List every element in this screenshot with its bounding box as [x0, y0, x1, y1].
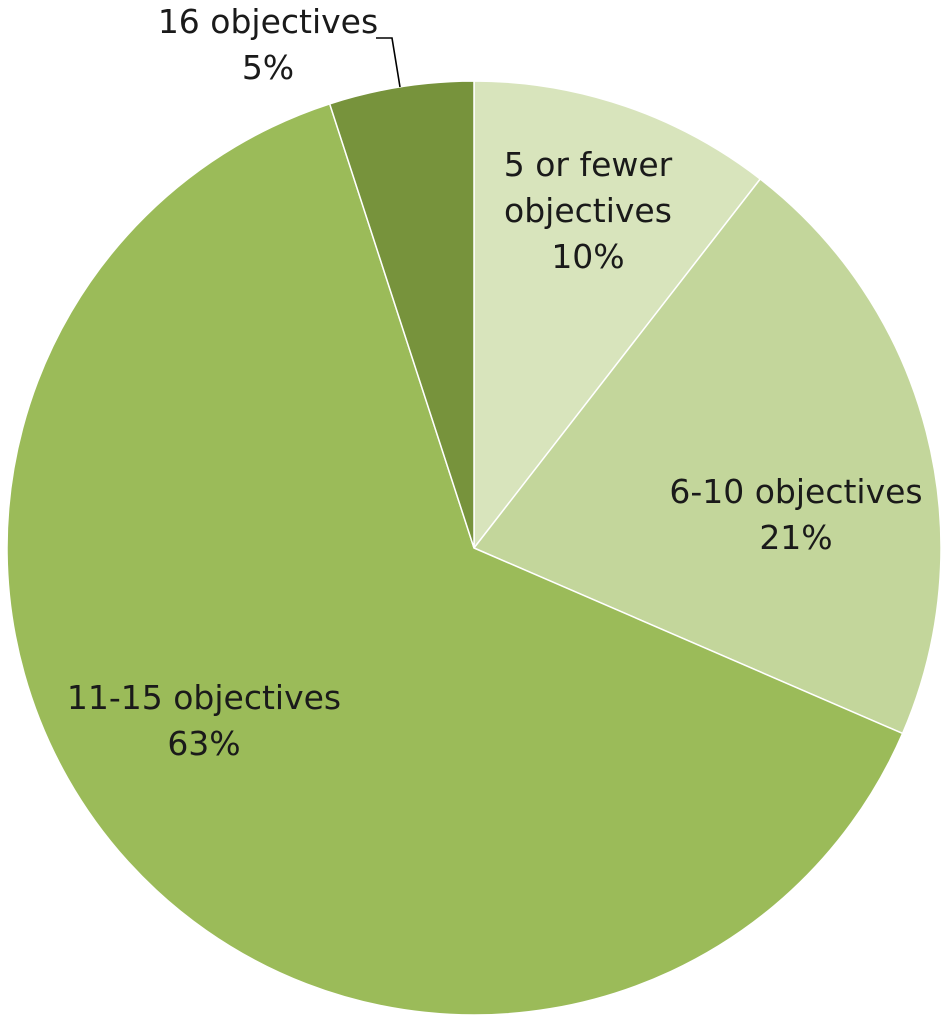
- slice-label-0-line-1: objectives: [504, 191, 672, 230]
- pie-labels: 5 or fewer objectives 10% 6-10 objectives 21…: [67, 2, 923, 763]
- slice-percent-label-0: 10%: [551, 237, 624, 276]
- slice-label-3-line-0: 16 objectives: [158, 2, 378, 41]
- slice-label-1-line-0: 6-10 objectives: [669, 472, 922, 511]
- slice-label-0-line-0: 5 or fewer: [504, 145, 673, 184]
- slice-label-2-line-0: 11-15 objectives: [67, 678, 341, 717]
- pie-slice-0: [473, 80, 762, 551]
- leader-line-16-objectives: [376, 37, 401, 88]
- pie-slice-2: [6, 102, 904, 1016]
- slice-percent-label-1: 21%: [759, 518, 832, 557]
- pie-slice-3: [328, 80, 475, 549]
- pie-slice-1: [472, 177, 941, 735]
- slice-percent-label-2: 63%: [167, 724, 240, 763]
- slice-percent-label-3: 5%: [242, 48, 294, 87]
- pie-slices: [6, 80, 941, 1016]
